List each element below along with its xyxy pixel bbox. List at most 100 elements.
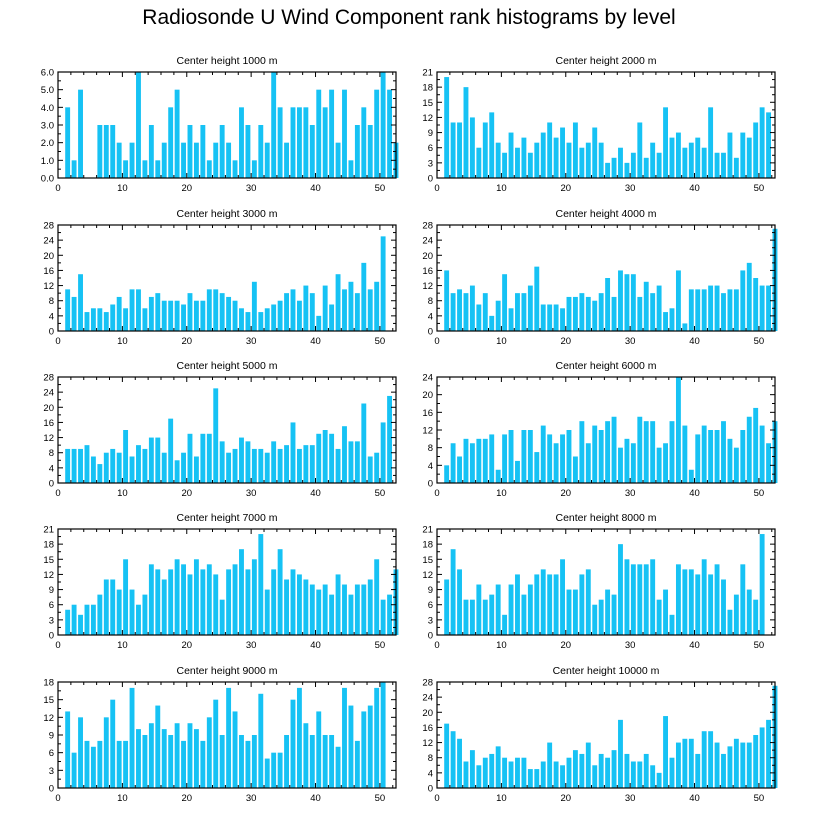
y-tick-label: 15 xyxy=(422,555,433,566)
histogram-bar xyxy=(527,769,533,788)
panel-title: Center height 7000 m xyxy=(177,512,278,524)
histogram-bar xyxy=(746,416,752,483)
histogram-bar xyxy=(142,448,148,483)
histogram-bar xyxy=(495,142,501,178)
histogram-bar xyxy=(611,416,617,483)
histogram-bar xyxy=(688,142,694,178)
y-tick-label: 4 xyxy=(49,311,54,322)
histogram-bar xyxy=(746,262,752,331)
histogram-bar xyxy=(534,142,540,178)
histogram-bar xyxy=(740,742,746,788)
histogram-bar xyxy=(585,443,591,483)
histogram-bar xyxy=(103,125,109,178)
histogram-bar xyxy=(701,425,707,483)
x-tick-label: 10 xyxy=(496,488,507,499)
histogram-bar xyxy=(444,723,450,788)
histogram-bar xyxy=(322,107,328,178)
histogram-bar xyxy=(714,152,720,178)
histogram-bar xyxy=(547,574,553,635)
histogram-bar xyxy=(534,266,540,331)
histogram-bar xyxy=(714,742,720,788)
histogram-bar xyxy=(161,300,167,331)
histogram-bar xyxy=(695,434,701,483)
histogram-bar xyxy=(656,599,662,635)
histogram-bar xyxy=(284,445,289,483)
histogram-bar xyxy=(521,757,527,788)
x-tick-label: 10 xyxy=(117,640,128,651)
y-tick-label: 12 xyxy=(43,281,54,292)
x-tick-label: 0 xyxy=(55,336,60,347)
histogram-bar xyxy=(335,274,341,331)
histogram-bar xyxy=(637,296,643,331)
histogram-bar xyxy=(277,752,283,788)
histogram-bar xyxy=(97,594,103,635)
x-tick-label: 40 xyxy=(310,488,321,499)
histogram-bar xyxy=(348,281,354,331)
histogram-bar xyxy=(264,452,270,483)
histogram-bar xyxy=(585,296,591,331)
y-tick-label: 8 xyxy=(49,296,54,307)
histogram-bar xyxy=(251,281,257,331)
histogram-bar xyxy=(90,604,96,635)
histogram-bar xyxy=(592,604,598,635)
histogram-bar xyxy=(193,456,199,483)
histogram-bar xyxy=(650,559,656,635)
x-tick-label: 10 xyxy=(117,488,128,499)
histogram-bar xyxy=(168,300,174,331)
histogram-bar xyxy=(624,162,630,178)
histogram-bar xyxy=(495,300,501,331)
x-tick-label: 40 xyxy=(689,183,700,194)
histogram-bar xyxy=(560,127,565,178)
histogram-bar xyxy=(457,289,462,331)
histogram-bar xyxy=(669,421,675,483)
histogram-bar xyxy=(637,122,643,178)
histogram-bar xyxy=(444,465,450,483)
histogram-bar xyxy=(605,278,611,331)
histogram-bar xyxy=(618,447,623,483)
histogram-bar xyxy=(637,761,643,788)
histogram-bar xyxy=(380,599,386,635)
y-tick-label: 0 xyxy=(428,631,433,642)
histogram-bar xyxy=(714,285,720,331)
histogram-bar xyxy=(71,604,77,635)
x-tick-label: 50 xyxy=(754,488,765,499)
histogram-bar xyxy=(123,430,129,483)
histogram-bar xyxy=(727,289,733,331)
x-tick-label: 30 xyxy=(246,336,257,347)
histogram-bar xyxy=(71,752,77,788)
histogram-bar xyxy=(675,132,681,178)
histogram-bar xyxy=(540,761,546,788)
histogram-bar xyxy=(572,122,578,178)
histogram-bar xyxy=(258,448,264,483)
y-tick-label: 9 xyxy=(49,731,54,742)
histogram-bar xyxy=(663,443,668,483)
x-tick-label: 20 xyxy=(181,640,192,651)
histogram-bar xyxy=(605,162,611,178)
histogram-bar xyxy=(322,430,328,483)
histogram-bar xyxy=(560,308,565,331)
histogram-bar xyxy=(605,757,611,788)
y-tick-label: 9 xyxy=(428,128,433,139)
x-tick-label: 0 xyxy=(55,183,60,194)
histogram-bar xyxy=(721,579,726,635)
histogram-bar xyxy=(746,742,752,788)
histogram-bar xyxy=(335,142,341,178)
histogram-bar xyxy=(450,443,456,483)
histogram-bar xyxy=(469,750,475,788)
y-tick-label: 24 xyxy=(422,373,433,384)
y-tick-label: 0.0 xyxy=(41,174,54,185)
histogram-bar xyxy=(515,757,520,788)
x-tick-label: 20 xyxy=(181,183,192,194)
histogram-bar xyxy=(727,132,733,178)
y-tick-label: 21 xyxy=(43,525,54,536)
y-tick-label: 3 xyxy=(428,615,433,626)
y-tick-label: 4 xyxy=(428,461,433,472)
histogram-bar xyxy=(547,742,553,788)
histogram-bar xyxy=(714,564,720,635)
histogram-bar xyxy=(688,469,694,483)
histogram-bar xyxy=(110,448,116,483)
panel-title: Center height 9000 m xyxy=(177,665,278,677)
x-tick-label: 20 xyxy=(560,640,571,651)
histogram-bar xyxy=(374,89,380,178)
histogram-bar xyxy=(553,137,559,178)
